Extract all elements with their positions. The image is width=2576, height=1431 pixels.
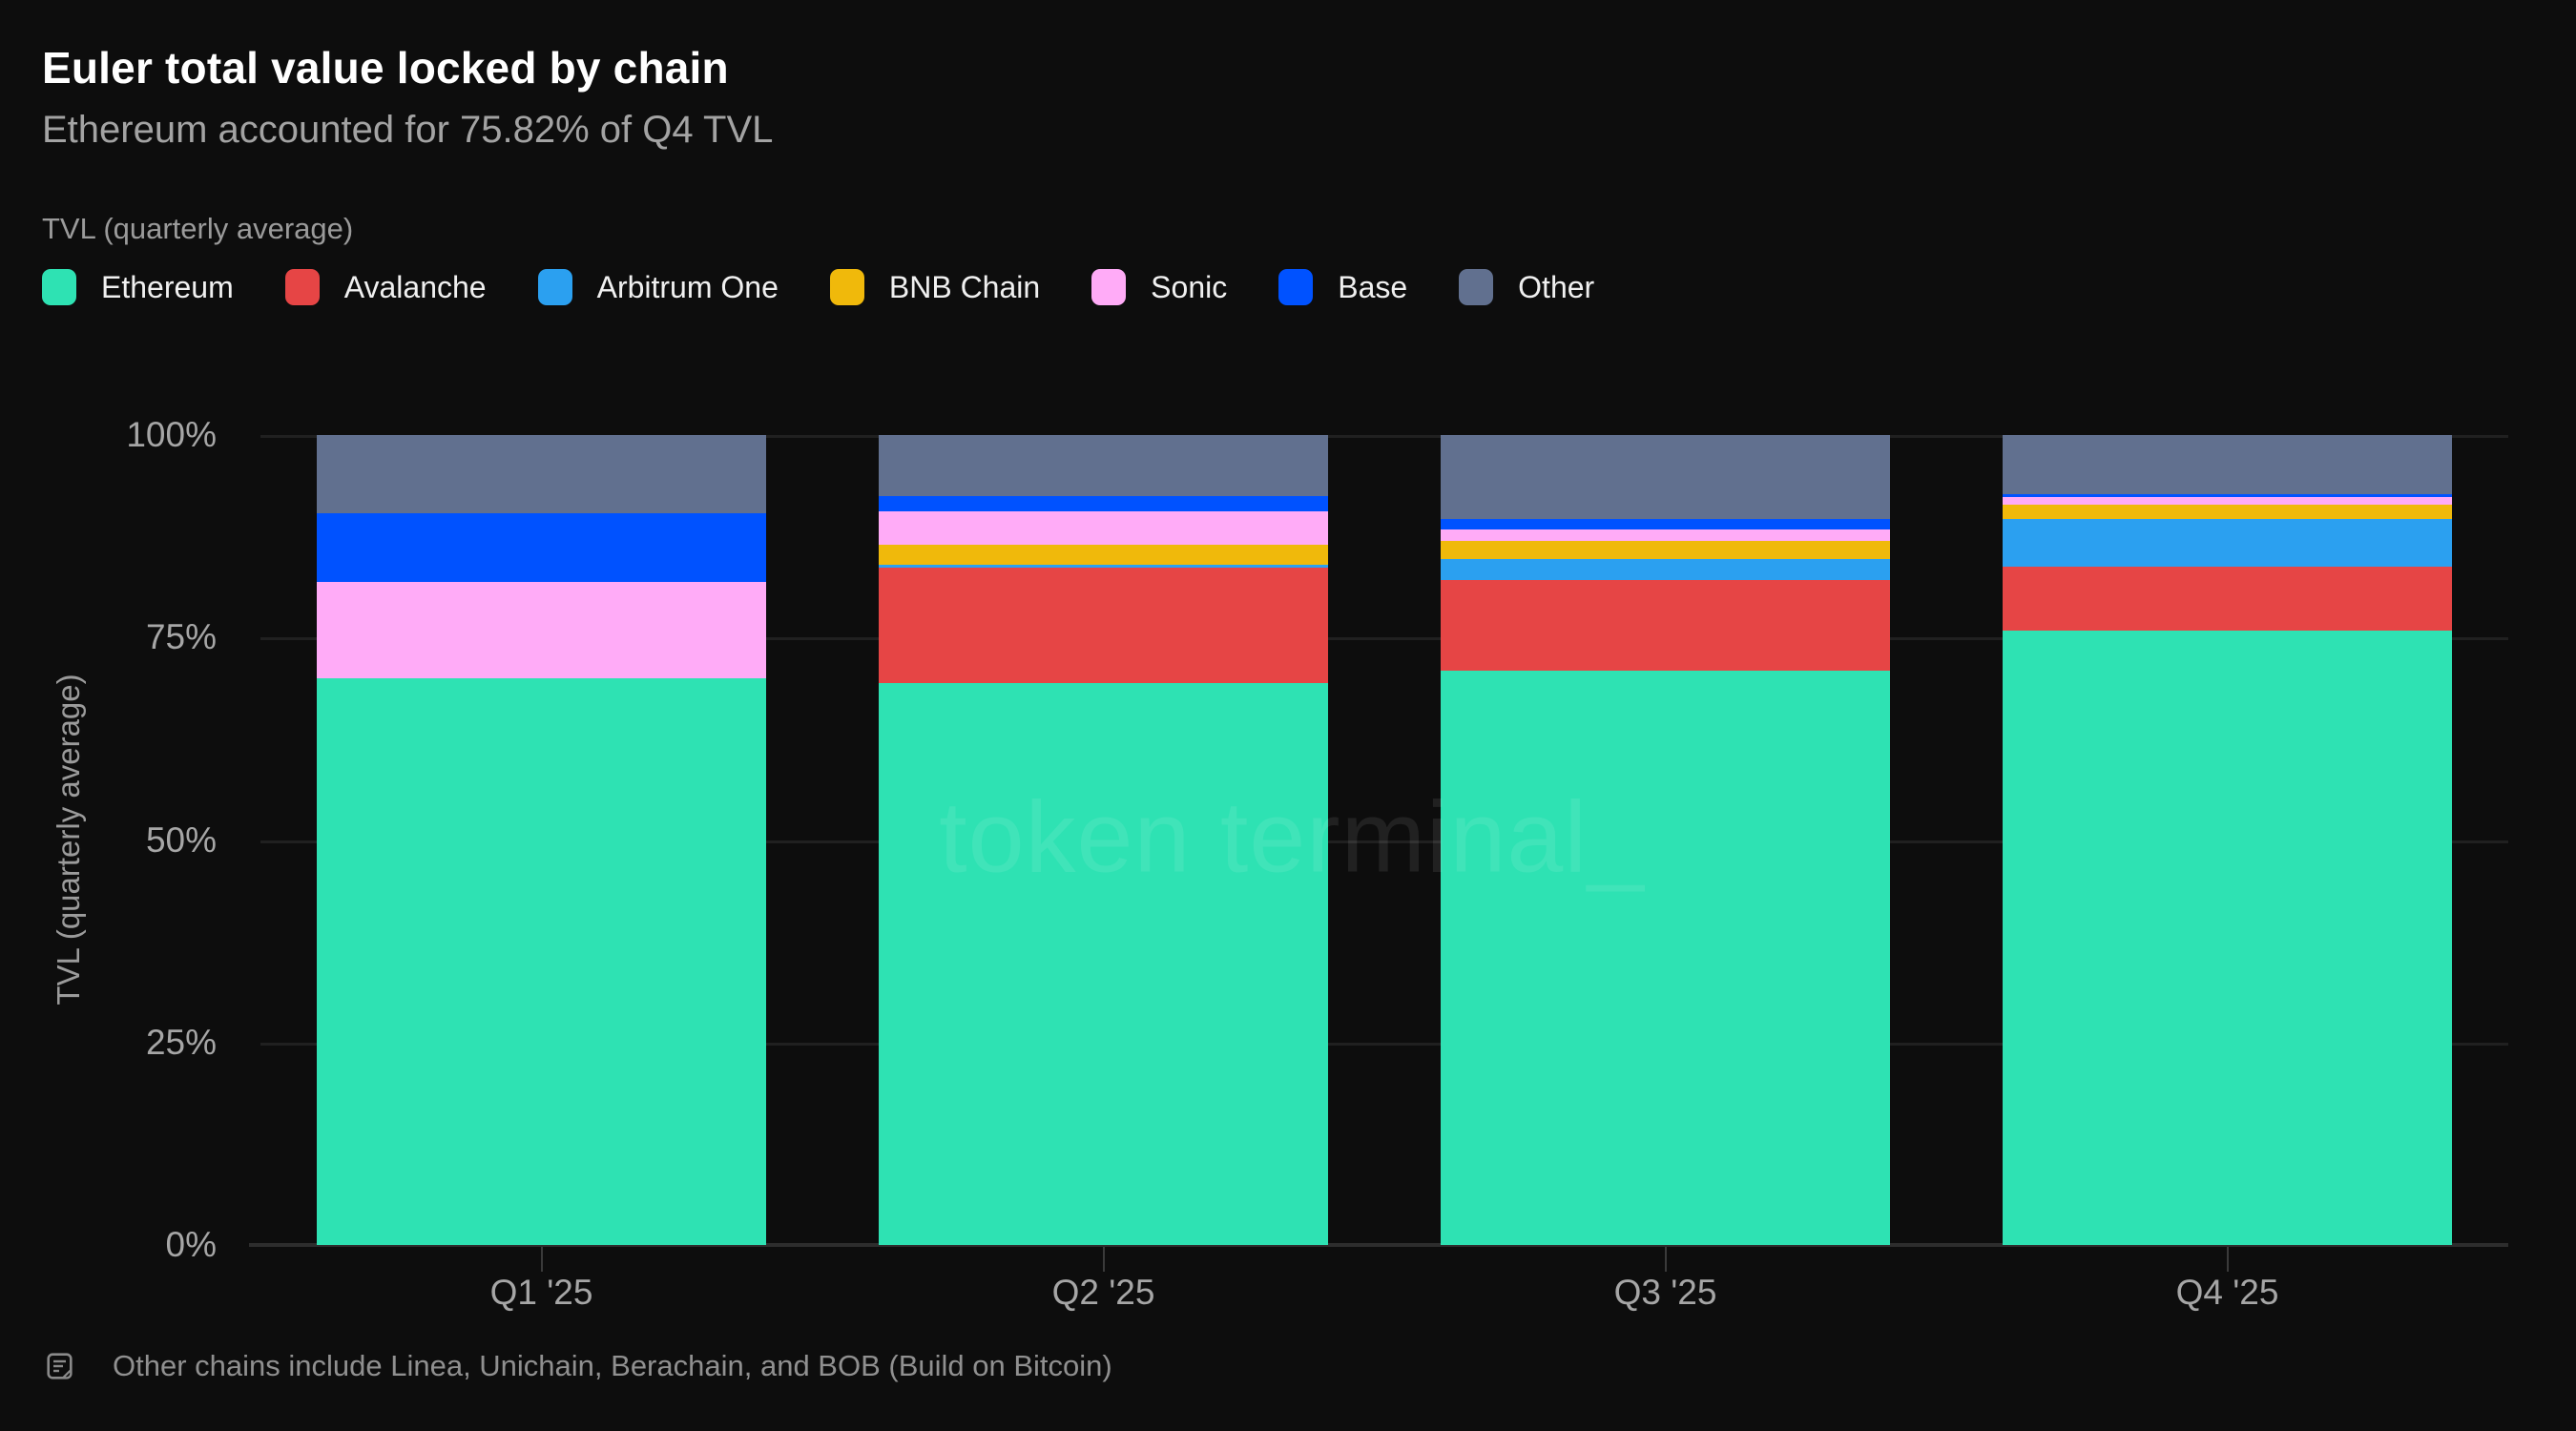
note-icon bbox=[47, 1353, 73, 1379]
x-axis-label-q325: Q3 '25 bbox=[1613, 1273, 1717, 1312]
bar-segment-base[interactable] bbox=[879, 495, 1328, 511]
legend-swatch-icon bbox=[1091, 269, 1127, 305]
x-axis-label-q125: Q1 '25 bbox=[489, 1273, 593, 1312]
legend-label: Other bbox=[1518, 269, 1595, 304]
bar-segment-base[interactable] bbox=[2003, 494, 2452, 498]
legend-item-avalanche[interactable]: Avalanche bbox=[284, 269, 487, 305]
bar-segment-arbitrum-one[interactable] bbox=[879, 564, 1328, 569]
bar-segment-bnb-chain[interactable] bbox=[1441, 541, 1890, 559]
y-axis-label-25: 25% bbox=[145, 1023, 217, 1062]
legend-item-sonic[interactable]: Sonic bbox=[1091, 269, 1227, 305]
legend-swatch-icon bbox=[537, 269, 572, 305]
bar-segment-ethereum[interactable] bbox=[317, 677, 766, 1245]
bar-q125 bbox=[317, 435, 766, 1245]
legend-item-arbitrum-one[interactable]: Arbitrum One bbox=[537, 269, 779, 305]
bar-segment-base[interactable] bbox=[317, 512, 766, 582]
bar-segment-other[interactable] bbox=[1441, 435, 1890, 520]
y-axis-label-75: 75% bbox=[145, 617, 217, 656]
bar-segment-sonic[interactable] bbox=[2003, 497, 2452, 506]
y-axis-label-0: 0% bbox=[165, 1225, 217, 1264]
bar-segment-sonic[interactable] bbox=[1441, 529, 1890, 542]
legend-label: Arbitrum One bbox=[596, 269, 779, 304]
legend-label: Avalanche bbox=[343, 269, 487, 304]
legend-swatch-icon bbox=[1459, 269, 1494, 305]
bar-segment-ethereum[interactable] bbox=[879, 682, 1328, 1245]
bar-q325 bbox=[1441, 435, 1890, 1245]
legend-label: Base bbox=[1338, 269, 1408, 304]
x-axis-line bbox=[249, 1243, 2508, 1247]
footnote: Other chains include Linea, Unichain, Be… bbox=[47, 1349, 1112, 1383]
bar-segment-ethereum[interactable] bbox=[2003, 631, 2452, 1245]
bar-segment-avalanche[interactable] bbox=[2003, 567, 2452, 632]
legend-label: Ethereum bbox=[101, 269, 234, 304]
x-axis-tick bbox=[2226, 1247, 2229, 1272]
x-axis-label-q225: Q2 '25 bbox=[1051, 1273, 1155, 1312]
y-axis-title: TVL (quarterly average) bbox=[51, 674, 86, 1006]
chart-legend: Ethereum Avalanche Arbitrum One BNB Chain So… bbox=[42, 269, 1594, 305]
bar-q425 bbox=[2003, 435, 2452, 1245]
footnote-text: Other chains include Linea, Unichain, Be… bbox=[113, 1349, 1112, 1382]
bar-segment-other[interactable] bbox=[2003, 435, 2452, 495]
legend-swatch-icon bbox=[1278, 269, 1314, 305]
legend-item-other[interactable]: Other bbox=[1459, 269, 1594, 305]
gridline-100 bbox=[260, 435, 2508, 438]
bar-segment-bnb-chain[interactable] bbox=[879, 545, 1328, 565]
bar-segment-ethereum[interactable] bbox=[1441, 671, 1890, 1245]
legend-swatch-icon bbox=[42, 269, 76, 305]
bar-q225 bbox=[879, 435, 1328, 1245]
bar-segment-sonic[interactable] bbox=[879, 510, 1328, 546]
x-axis-label-q425: Q4 '25 bbox=[2175, 1273, 2279, 1312]
gridline-25 bbox=[260, 1043, 2508, 1046]
bar-segment-other[interactable] bbox=[879, 435, 1328, 496]
legend-label: Sonic bbox=[1151, 269, 1228, 304]
bar-segment-avalanche[interactable] bbox=[1441, 579, 1890, 672]
bar-segment-arbitrum-one[interactable] bbox=[2003, 519, 2452, 568]
x-axis-tick bbox=[1102, 1247, 1105, 1272]
bar-segment-arbitrum-one[interactable] bbox=[1441, 558, 1890, 580]
plot-area bbox=[249, 435, 2508, 1247]
x-axis-tick bbox=[1664, 1247, 1667, 1272]
bar-segment-sonic[interactable] bbox=[317, 581, 766, 678]
bar-segment-bnb-chain[interactable] bbox=[2003, 505, 2452, 520]
y-axis-label-50: 50% bbox=[145, 820, 217, 860]
legend-item-base[interactable]: Base bbox=[1278, 269, 1407, 305]
gridline-50 bbox=[260, 840, 2508, 843]
y-axis-label-100: 100% bbox=[126, 415, 217, 454]
legend-item-bnb-chain[interactable]: BNB Chain bbox=[829, 269, 1041, 305]
legend-label: BNB Chain bbox=[888, 269, 1041, 304]
legend-title: TVL (quarterly average) bbox=[42, 212, 354, 245]
page-subtitle: Ethereum accounted for 75.82% of Q4 TVL bbox=[42, 109, 774, 151]
page-title: Euler total value locked by chain bbox=[42, 43, 729, 93]
gridline-75 bbox=[260, 637, 2508, 640]
legend-swatch-icon bbox=[829, 269, 864, 305]
legend-swatch-icon bbox=[284, 269, 320, 305]
bar-segment-other[interactable] bbox=[317, 435, 766, 513]
bar-segment-avalanche[interactable] bbox=[879, 568, 1328, 683]
legend-item-ethereum[interactable]: Ethereum bbox=[42, 269, 234, 305]
bar-segment-base[interactable] bbox=[1441, 519, 1890, 530]
x-axis-tick bbox=[540, 1247, 543, 1272]
